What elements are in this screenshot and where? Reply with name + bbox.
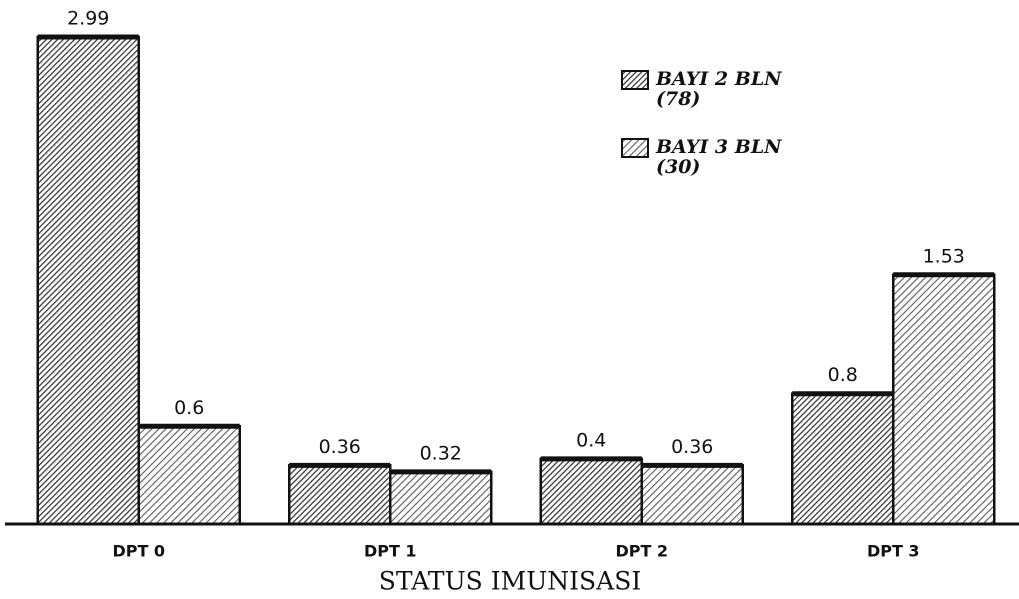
x-tick-label: DPT 0 (112, 542, 165, 561)
x-tick-label: DPT 2 (615, 542, 668, 561)
data-label: 0.8 (828, 364, 858, 386)
bar (539, 457, 643, 526)
legend-label: BAYI 2 BLN (78) (656, 68, 782, 110)
bar (288, 464, 392, 526)
data-label: 0.32 (420, 442, 462, 464)
bar (389, 470, 493, 526)
legend-label: BAYI 3 BLN (30) (656, 136, 782, 178)
bar (137, 425, 241, 526)
legend-swatch (621, 138, 649, 158)
x-tick-label: DPT 3 (867, 542, 920, 561)
bar (36, 35, 140, 526)
data-label: 1.53 (923, 245, 965, 267)
data-label: 0.6 (174, 397, 204, 419)
data-label: 2.99 (67, 8, 109, 30)
data-label: 0.4 (576, 429, 606, 451)
x-tick-label: DPT 1 (364, 542, 417, 561)
bar (892, 273, 996, 526)
legend-swatch (621, 70, 649, 90)
x-axis-title: STATUS IMUNISASI (379, 567, 641, 596)
data-label: 0.36 (671, 436, 713, 458)
bar (791, 392, 895, 526)
bar (640, 464, 744, 526)
data-label: 0.36 (319, 436, 361, 458)
